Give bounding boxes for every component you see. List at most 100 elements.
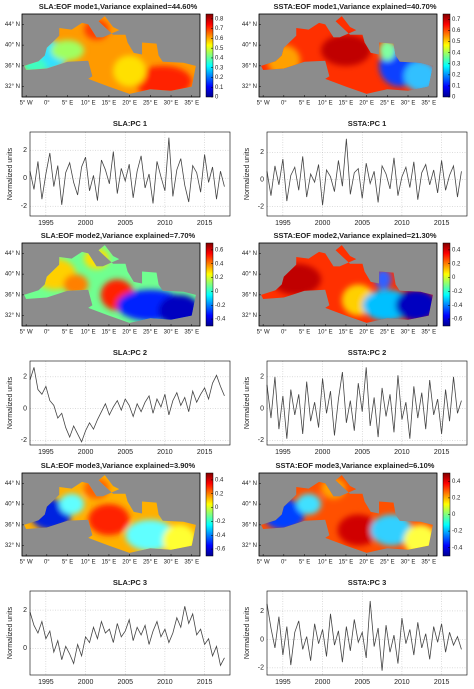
lon-label: 35° E	[421, 330, 436, 336]
x-tick-label: 2010	[157, 220, 173, 227]
y-tick-label: 2	[260, 374, 264, 381]
sea-anomaly	[379, 39, 396, 61]
x-tick-label: 2000	[315, 679, 331, 686]
lon-label: 10° E	[81, 101, 96, 107]
y-tick-label: -2	[258, 437, 264, 444]
x-tick-label: 1995	[38, 679, 54, 686]
colorbar	[442, 242, 451, 327]
colorbar-label: -0.2	[452, 289, 463, 295]
x-tick-label: 1995	[38, 220, 54, 227]
x-tick-label: 2010	[394, 220, 410, 227]
y-tick-label: -2	[21, 203, 27, 210]
lat-label: 36° N	[242, 522, 257, 528]
lat-label: 44° N	[5, 251, 20, 257]
map-frame	[21, 13, 201, 98]
colorbar-label: 0.4	[452, 247, 461, 253]
lat-label: 32° N	[242, 84, 257, 90]
lon-label: 35° E	[184, 330, 199, 336]
y-axis-label: Normalized units	[7, 606, 14, 659]
panel-title: SLA:PC 2	[113, 348, 147, 357]
lon-label: 5° W	[20, 101, 33, 107]
lon-label: 20° E	[359, 101, 374, 107]
lon-label: 35° E	[421, 101, 436, 107]
map-frame	[21, 472, 201, 557]
axes-frame	[29, 360, 231, 446]
y-tick-label: -2	[21, 437, 27, 444]
lon-label: 10° E	[318, 560, 333, 566]
panel-title: SSTA:PC 2	[348, 348, 387, 357]
colorbar-label: 0.4	[215, 261, 224, 267]
lat-label: 32° N	[5, 543, 20, 549]
panel-title: SLA:PC 1	[113, 119, 147, 128]
lon-label: 30° E	[401, 560, 416, 566]
lon-label: 5° W	[20, 560, 33, 566]
axes-frame	[29, 590, 231, 676]
lon-label: 30° E	[164, 101, 179, 107]
colorbar-label: 0.5	[452, 39, 461, 45]
colorbar-label: 0.2	[215, 75, 224, 81]
axes-frame	[266, 360, 468, 446]
axes-frame	[266, 590, 468, 676]
sea-anomaly	[133, 65, 192, 94]
colorbar-label: -0.6	[452, 317, 463, 323]
pc-line	[29, 367, 225, 443]
sea-anomaly	[63, 274, 89, 295]
y-axis-label: Normalized units	[244, 147, 251, 200]
map-title: SLA:EOF mode2,Variance explained=7.70%	[41, 231, 196, 240]
lon-label: 35° E	[184, 560, 199, 566]
map-frame	[21, 242, 201, 327]
colorbar-label: 0.6	[452, 28, 461, 34]
lat-label: 44° N	[242, 251, 257, 257]
y-tick-label: 0	[260, 636, 264, 643]
colorbar-label: 0.3	[215, 65, 224, 71]
sea-anomaly	[370, 514, 413, 546]
y-tick-label: 2	[23, 147, 27, 154]
lon-label: 20° E	[359, 560, 374, 566]
x-tick-label: 2015	[434, 449, 450, 456]
lat-label: 40° N	[242, 502, 257, 508]
sea-anomaly	[321, 34, 371, 66]
lat-label: 40° N	[5, 43, 20, 49]
map-title: SLA:EOF mode3,Variance explained=3.90%	[41, 461, 196, 470]
map-title: SSTA:EOF mode3,Variance explained=6.10%	[276, 461, 435, 470]
lon-label: 10° E	[318, 101, 333, 107]
sea-anomaly	[403, 60, 433, 92]
lon-label: 15° E	[339, 330, 354, 336]
lon-label: 0°	[44, 330, 50, 336]
sea-anomaly	[50, 39, 85, 61]
pc-line	[266, 138, 462, 206]
lat-label: 44° N	[5, 22, 20, 28]
colorbar-label: 0	[215, 95, 219, 101]
lon-label: 30° E	[401, 330, 416, 336]
colorbar-label: 0.4	[215, 56, 224, 62]
lon-label: 0°	[281, 101, 287, 107]
x-tick-label: 1995	[275, 679, 291, 686]
lon-label: 25° E	[143, 560, 158, 566]
lon-label: 5° E	[299, 101, 310, 107]
y-tick-label: 2	[23, 374, 27, 381]
y-tick-label: -2	[258, 665, 264, 672]
colorbar-label: 0.3	[452, 61, 461, 67]
colorbar-label: 0	[452, 95, 456, 101]
y-axis-label: Normalized units	[244, 606, 251, 659]
sea-anomaly	[337, 514, 380, 546]
colorbar-label: 0	[215, 505, 219, 511]
colorbar-label: 0.4	[452, 50, 461, 56]
sea-anomaly	[296, 493, 322, 515]
colorbar-label: 0.4	[215, 477, 224, 483]
x-tick-label: 1995	[275, 449, 291, 456]
colorbar-label: -0.2	[215, 303, 226, 309]
lon-label: 25° E	[380, 101, 395, 107]
map-title: SLA:EOF mode1,Variance explained=44.60%	[39, 2, 198, 11]
lon-label: 5° E	[299, 560, 310, 566]
colorbar-label: -0.2	[215, 519, 226, 525]
colorbar-label: 0.2	[215, 275, 224, 281]
x-tick-label: 2005	[117, 220, 133, 227]
y-tick-label: 2	[260, 149, 264, 156]
y-axis-label: Normalized units	[7, 147, 14, 200]
x-tick-label: 2005	[354, 220, 370, 227]
colorbar-label: 0.4	[452, 479, 461, 485]
lon-label: 0°	[44, 101, 50, 107]
colorbar-label: 0.2	[452, 261, 461, 267]
panel-title: SSTA:PC 1	[348, 119, 387, 128]
